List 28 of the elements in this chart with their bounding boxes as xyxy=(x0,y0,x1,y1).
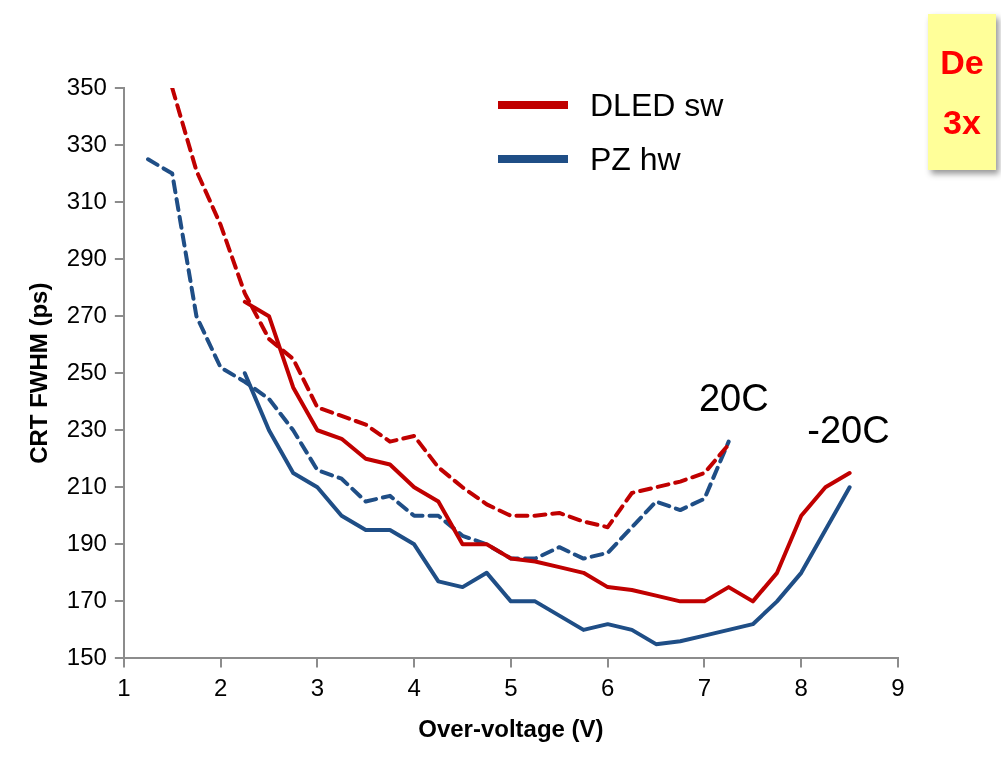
x-axis-title: Over-voltage (V) xyxy=(418,715,604,743)
y-tick-label: 170 xyxy=(66,585,107,613)
x-tick-label: 7 xyxy=(697,674,712,702)
annotation: -20C xyxy=(807,408,890,451)
x-tick-label: 3 xyxy=(310,674,325,702)
annotation: 20C xyxy=(698,377,769,420)
x-tick-label: 4 xyxy=(407,674,421,702)
x-tick-label: 5 xyxy=(504,674,518,702)
y-tick-label: 310 xyxy=(66,186,107,214)
y-tick-label: 210 xyxy=(66,471,107,499)
y-tick-label: 270 xyxy=(66,300,107,328)
y-tick-label: 230 xyxy=(66,414,107,442)
text: De xyxy=(939,42,985,83)
legend-label: PZ hw xyxy=(590,140,681,178)
x-tick-label: 1 xyxy=(117,674,131,702)
y-tick-label: 330 xyxy=(66,129,107,157)
y-tick-label: 350 xyxy=(66,72,107,100)
x-tick-label: 2 xyxy=(213,674,228,702)
x-tick-label: 9 xyxy=(891,674,905,702)
y-tick-label: 190 xyxy=(66,528,107,556)
x-tick-label: 8 xyxy=(794,674,808,702)
y-axis-title: CRT FWHM (ps) xyxy=(25,282,53,464)
y-tick-label: 150 xyxy=(66,643,107,671)
text: 3x xyxy=(942,102,982,143)
y-tick-label: 290 xyxy=(66,243,107,271)
legend-label: DLED sw xyxy=(590,86,724,124)
x-tick-label: 6 xyxy=(601,674,615,702)
y-tick-label: 250 xyxy=(66,357,107,385)
